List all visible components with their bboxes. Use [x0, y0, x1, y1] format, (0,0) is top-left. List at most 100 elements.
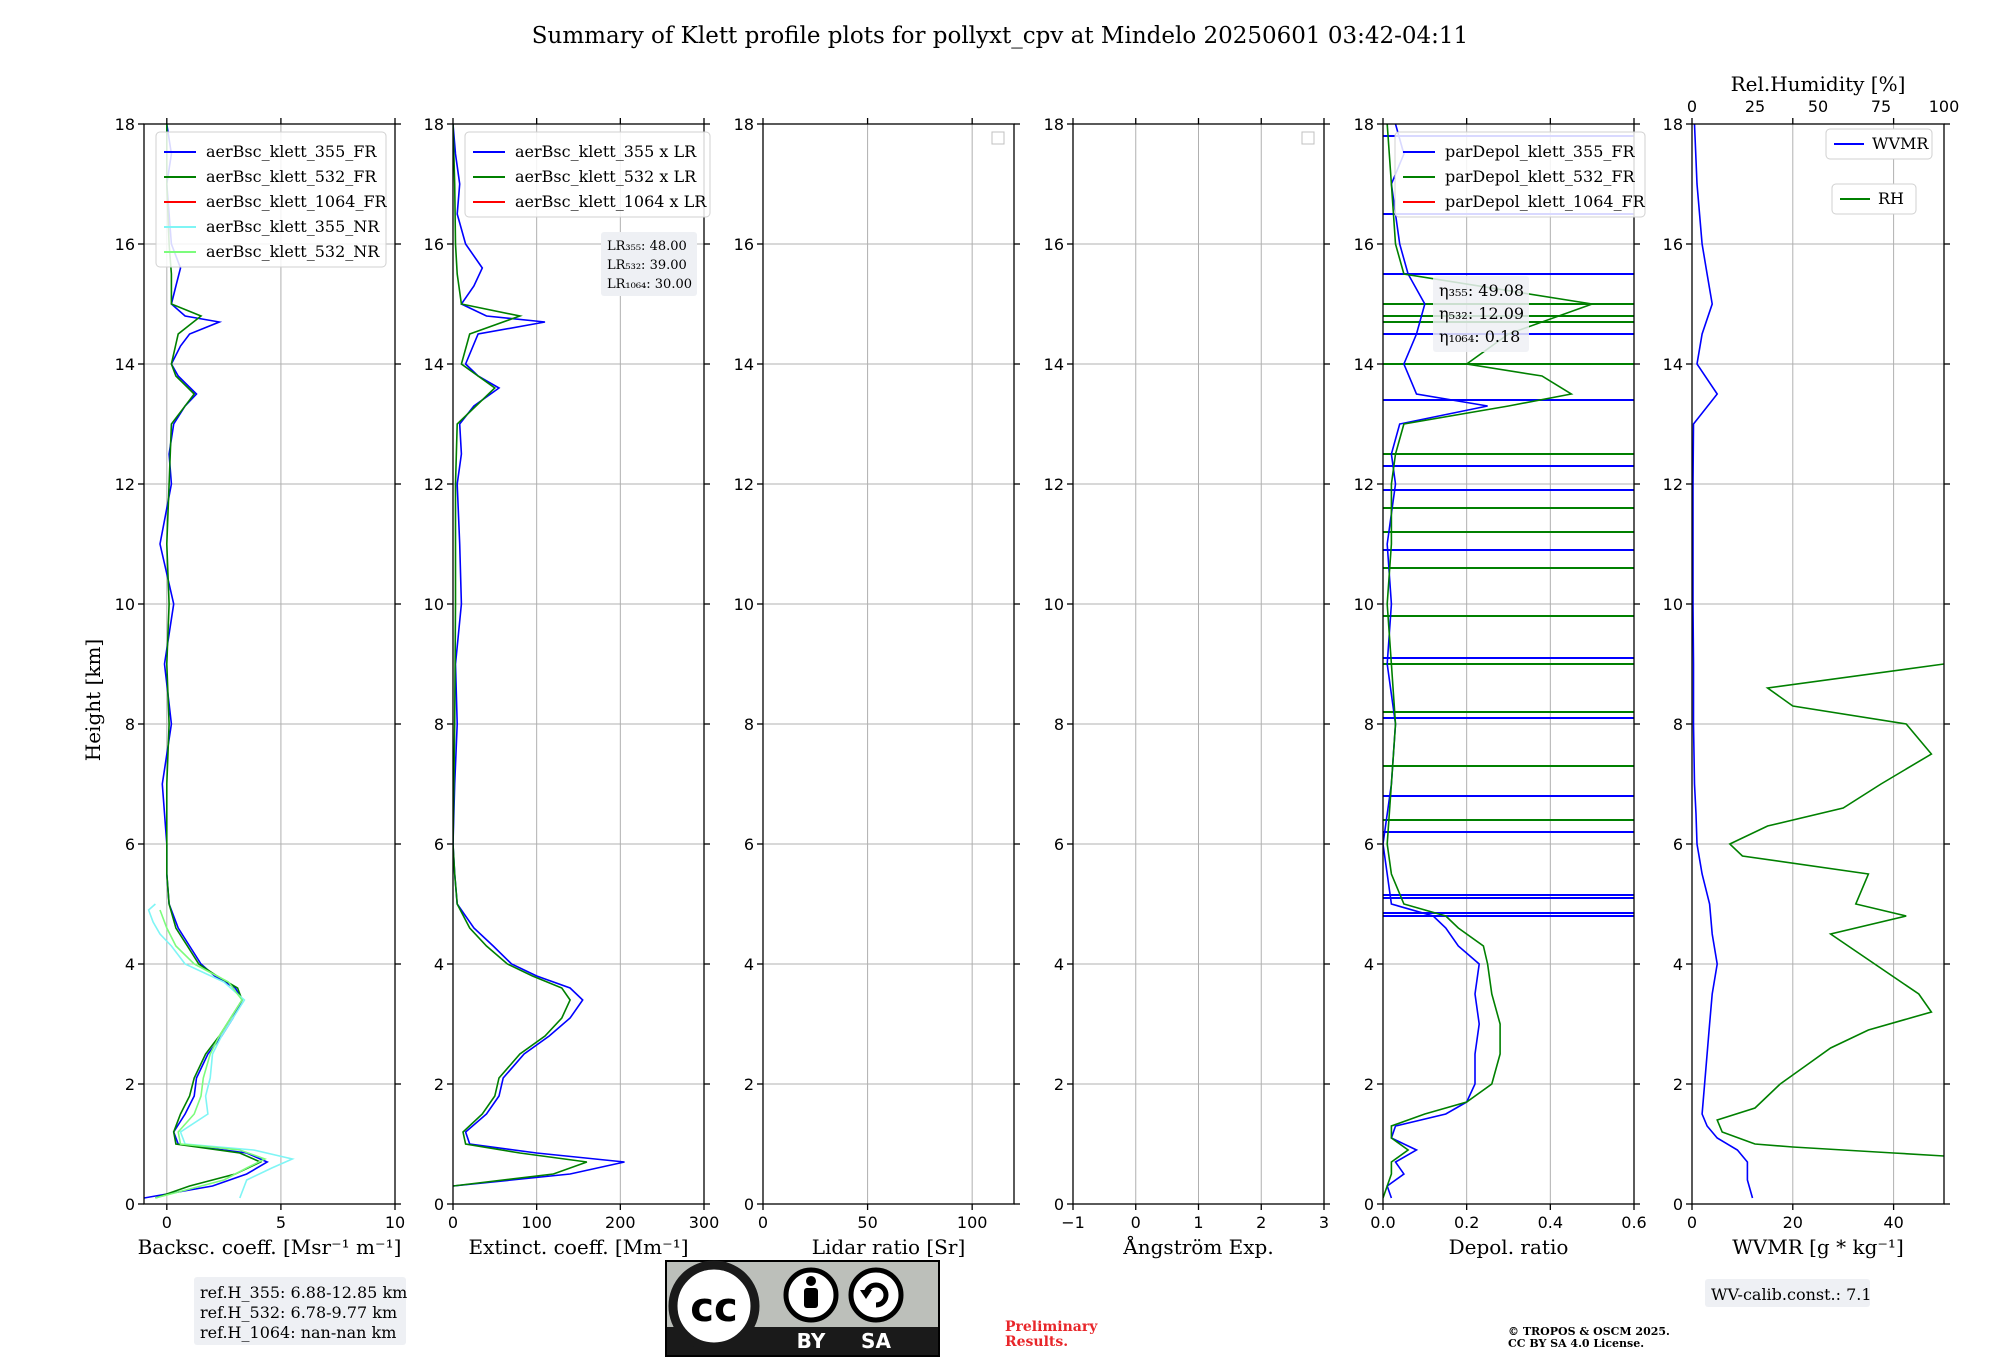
x-axis-label: Extinct. coeff. [Mm⁻¹] [468, 1235, 688, 1259]
legend-entry: aerBsc_klett_355_FR [206, 142, 377, 161]
y-tick-label: 2 [1673, 1075, 1683, 1094]
eta-box [1433, 276, 1529, 352]
x-tick-label: 10 [385, 1213, 405, 1232]
x-axis-label: Lidar ratio [Sr] [812, 1235, 966, 1259]
x-tick-label: 0 [162, 1213, 172, 1232]
y-tick-label: 6 [1673, 835, 1683, 854]
y-tick-label: 2 [1364, 1075, 1374, 1094]
panel-depol: 0 2 4 6 8 10 12 14 16 18 0.0 0.2 0.4 0.6 Depol. ratio p… [1354, 115, 1647, 1259]
series-RH [1716, 663, 1944, 1157]
empty-legend [991, 131, 1005, 145]
lr-value: LR₁₀₆₄: 30.00 [607, 277, 692, 292]
data-layer [144, 124, 295, 1199]
legend-entry: aerBsc_klett_1064_FR [206, 192, 388, 211]
x-tick-label: 0 [758, 1213, 768, 1232]
series-parDepol_klett_532_FR [1383, 124, 1593, 1199]
series-aerBsc_klett_532_FR [155, 124, 263, 1199]
y-tick-label: 12 [1044, 475, 1064, 494]
y-tick-label: 2 [744, 1075, 754, 1094]
legend-box-rh [1831, 183, 1917, 215]
y-tick-label: 4 [125, 955, 135, 974]
y-tick-label: 12 [115, 475, 135, 494]
y-tick-label: 14 [424, 355, 444, 374]
y-tick-label: 14 [734, 355, 754, 374]
x-tick-label: 2 [1256, 1213, 1266, 1232]
legend-entry: parDepol_klett_355_FR [1445, 142, 1636, 161]
y-tick-label: 14 [1354, 355, 1374, 374]
y-tick-label: 4 [1054, 955, 1064, 974]
x-tick-label: 3 [1319, 1213, 1329, 1232]
y-tick-label: 14 [1044, 355, 1064, 374]
y-tick-label: 16 [424, 235, 444, 254]
y-tick-label: 18 [424, 115, 444, 134]
y-tick-label: 14 [1663, 355, 1683, 374]
y-tick-label: 12 [1663, 475, 1683, 494]
wv-calib-box: WV-calib.const.: 7.1 [1705, 1279, 1872, 1307]
y-tick-label: 8 [1673, 715, 1683, 734]
top-x-tick-label: 0 [1687, 97, 1697, 116]
x-tick-label: 100 [521, 1213, 552, 1232]
series-aerBsc_klett_355_FR [144, 124, 269, 1199]
legend-entry: aerBsc_klett_355_NR [206, 217, 380, 236]
wv-calib-text: WV-calib.const.: 7.1 [1711, 1285, 1872, 1304]
legend-entry-wvmr: WVMR [1872, 134, 1929, 153]
top-x-tick-label: 75 [1871, 97, 1891, 116]
ref-h-1064: ref.H_1064: nan-nan km [200, 1323, 396, 1342]
cc-sa-label: SA [861, 1329, 891, 1353]
cc-logo-text: cc [690, 1285, 737, 1331]
x-tick-label: 0 [1131, 1213, 1141, 1232]
y-tick-label: 0 [1364, 1195, 1374, 1214]
ref-h-532: ref.H_532: 6.78-9.77 km [200, 1303, 397, 1322]
y-tick-label: 12 [734, 475, 754, 494]
data-layer [453, 124, 625, 1187]
y-tick-label: 0 [744, 1195, 754, 1214]
x-axis-label: Backsc. coeff. [Msr⁻¹ m⁻¹] [138, 1235, 402, 1259]
legend-box [155, 131, 387, 268]
y-tick-label: 10 [115, 595, 135, 614]
x-tick-label: 5 [276, 1213, 286, 1232]
y-tick-label: 8 [125, 715, 135, 734]
empty-legend [1301, 131, 1315, 145]
top-x-tick-label: 50 [1808, 97, 1828, 116]
y-tick-label: 8 [1364, 715, 1374, 734]
preliminary-line1: Preliminary [1005, 1319, 1098, 1335]
series-parDepol_klett_355_FR [1383, 124, 1488, 1199]
y-tick-label: 12 [1354, 475, 1374, 494]
preliminary-line2: Results. [1005, 1334, 1068, 1350]
y-tick-label: 6 [125, 835, 135, 854]
axes-frame [762, 123, 1015, 1205]
y-tick-label: 6 [744, 835, 754, 854]
axes-frame [1691, 123, 1945, 1205]
legend-entry: aerBsc_klett_532_NR [206, 242, 380, 261]
legend-entry: aerBsc_klett_355 x LR [515, 142, 697, 161]
y-tick-label: 10 [734, 595, 754, 614]
x-tick-label: 1 [1193, 1213, 1203, 1232]
y-tick-label: 6 [434, 835, 444, 854]
y-tick-label: 16 [1044, 235, 1064, 254]
y-tick-label: 14 [115, 355, 135, 374]
y-tick-label: 4 [434, 955, 444, 974]
y-tick-label: 6 [1364, 835, 1374, 854]
x-tick-label: 40 [1883, 1213, 1903, 1232]
y-tick-label: 12 [424, 475, 444, 494]
y-tick-label: 0 [434, 1195, 444, 1214]
legend-box [464, 131, 711, 218]
cc-by-label: BY [797, 1329, 826, 1353]
legend-entry: aerBsc_klett_1064 x LR [515, 192, 707, 211]
y-tick-label: 18 [1354, 115, 1374, 134]
legend-entry: aerBsc_klett_532_FR [206, 167, 377, 186]
x-axis-label: Ångström Exp. [1122, 1234, 1273, 1259]
y-tick-label: 4 [1673, 955, 1683, 974]
y-tick-label: 16 [734, 235, 754, 254]
x-tick-label: 100 [957, 1213, 988, 1232]
y-tick-label: 16 [1354, 235, 1374, 254]
series-aerBsc_klett_355 x LR [453, 124, 625, 1187]
x-tick-label: 300 [689, 1213, 720, 1232]
legend-entry: aerBsc_klett_532 x LR [515, 167, 697, 186]
y-tick-label: 18 [115, 115, 135, 134]
legend-entry: parDepol_klett_1064_FR [1445, 192, 1646, 211]
